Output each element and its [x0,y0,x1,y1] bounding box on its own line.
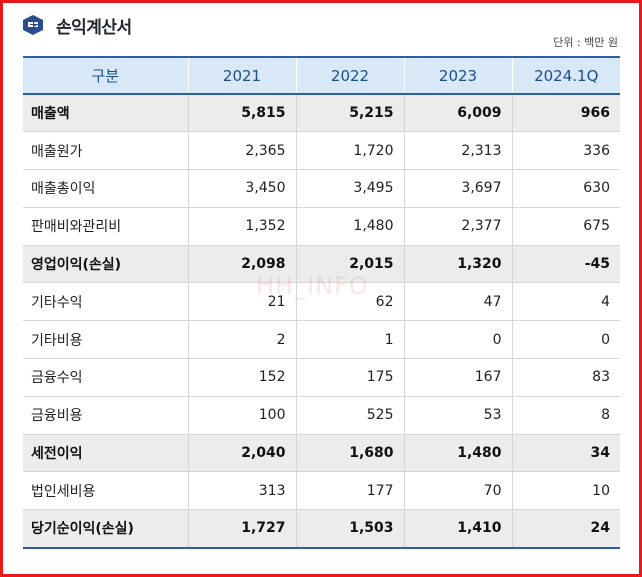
table-header-row: 구분 2021 2022 2023 2024.1Q [23,56,620,95]
table-cell: 2,040 [187,434,296,473]
table-cell: 313 [187,471,296,511]
table-row: 기타비용 2 1 0 0 [23,320,620,360]
table-cell: 53 [403,396,512,435]
table-cell: 3,450 [187,169,296,208]
table-row: 세전이익 2,040 1,680 1,480 34 [23,434,620,473]
row-label: 당기순이익(손실) [23,509,188,549]
row-label: 매출액 [23,94,188,133]
table-cell: 2,015 [295,245,404,284]
table-row: 매출액 5,815 5,215 6,009 966 [23,94,620,133]
table-row: 기타수익 21 62 47 4 [23,282,620,322]
row-label: 법인세비용 [23,471,188,511]
page-title: 손익계산서 [56,17,132,38]
table-cell: 4 [511,282,620,322]
table-cell: 24 [511,509,620,549]
table-cell: 5,815 [187,94,296,133]
table-cell: 525 [295,396,404,435]
table-cell: 2,365 [187,131,296,171]
income-statement-table: 구분 2021 2022 2023 2024.1Q 매출액 5,815 5,215 6… [23,56,620,549]
table-cell: 1,680 [295,434,404,473]
table-cell: 1,480 [403,434,512,473]
table-cell: 1,352 [187,207,296,246]
row-label: 기타비용 [23,320,188,360]
row-label: 매출총이익 [23,169,188,208]
table-body: 매출액 5,815 5,215 6,009 966 매출원가 2,365 1,720 2,313… [23,94,620,549]
table-row: 영업이익(손실) 2,098 2,015 1,320 -45 [23,245,620,284]
table-cell: 336 [511,131,620,171]
table-cell: 47 [403,282,512,322]
table-cell: 100 [187,396,296,435]
table-row: 금융수익 152 175 167 83 [23,358,620,397]
unit-note: 단위 : 백만 원 [553,36,618,49]
table-cell: 3,495 [295,169,404,208]
table-cell: -45 [511,245,620,284]
table-cell: 83 [511,358,620,397]
page-header: 손익계산서 [22,12,132,38]
table-cell: 2 [187,320,296,360]
table-cell: 966 [511,94,620,133]
table-row: 판매비와관리비 1,352 1,480 2,377 675 [23,207,620,246]
row-label: 매출원가 [23,131,188,171]
table-cell: 1,720 [295,131,404,171]
column-header-category: 구분 [23,56,188,95]
row-label: 세전이익 [23,434,188,473]
table-row: 금융비용 100 525 53 8 [23,396,620,435]
table-cell: 2,098 [187,245,296,284]
table-cell: 152 [187,358,296,397]
column-header-2023: 2023 [403,56,512,95]
table-row: 법인세비용 313 177 70 10 [23,471,620,511]
table-cell: 1,503 [295,509,404,549]
row-label: 판매비와관리비 [23,207,188,246]
column-header-2021: 2021 [187,56,296,95]
table-row: 당기순이익(손실) 1,727 1,503 1,410 24 [23,509,620,549]
table-cell: 10 [511,471,620,511]
table-cell: 70 [403,471,512,511]
table-cell: 675 [511,207,620,246]
row-label: 금융수익 [23,358,188,397]
row-label: 영업이익(손실) [23,245,188,284]
table-cell: 1 [295,320,404,360]
table-row: 매출원가 2,365 1,720 2,313 336 [23,131,620,171]
table-cell: 62 [295,282,404,322]
table-cell: 2,313 [403,131,512,171]
table-cell: 1,410 [403,509,512,549]
table-row: 매출총이익 3,450 3,495 3,697 630 [23,169,620,208]
table-header: 구분 2021 2022 2023 2024.1Q [23,56,620,95]
table-cell: 1,320 [403,245,512,284]
table-cell: 177 [295,471,404,511]
table-cell: 630 [511,169,620,208]
row-label: 기타수익 [23,282,188,322]
table-cell: 1,480 [295,207,404,246]
table-cell: 8 [511,396,620,435]
table-cell: 34 [511,434,620,473]
table-cell: 167 [403,358,512,397]
table-cell: 0 [511,320,620,360]
row-label: 금융비용 [23,396,188,435]
table-cell: 0 [403,320,512,360]
column-header-2022: 2022 [295,56,404,95]
company-logo-icon [23,15,43,35]
table-cell: 21 [187,282,296,322]
table-cell: 1,727 [187,509,296,549]
table-cell: 5,215 [295,94,404,133]
table-cell: 2,377 [403,207,512,246]
table-cell: 175 [295,358,404,397]
column-header-2024-1q: 2024.1Q [511,56,620,95]
table-cell: 6,009 [403,94,512,133]
table-cell: 3,697 [403,169,512,208]
